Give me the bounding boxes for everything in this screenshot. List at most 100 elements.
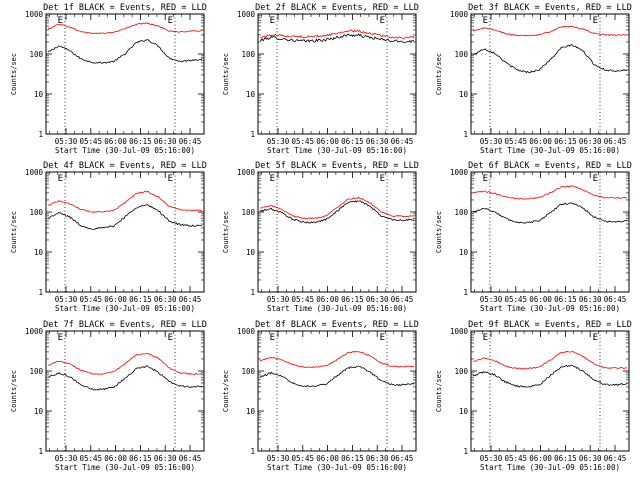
y-tick-label: 10 — [459, 407, 469, 416]
x-tick-label: 06:45 — [179, 295, 202, 304]
x-tick-label: 06:45 — [179, 137, 202, 146]
x-tick-label: 05:30 — [267, 295, 290, 304]
y-tick-label: 1000 — [237, 168, 256, 177]
x-tick-label: 06:15 — [129, 137, 152, 146]
panel-title: Det 1f BLACK = Events, RED = LLD — [43, 3, 207, 13]
y-tick-label: 1 — [463, 288, 468, 297]
y-tick-label: 10 — [246, 248, 256, 257]
events-series-line — [472, 43, 627, 74]
lld-series-line — [47, 190, 203, 213]
x-tick-label: 06:45 — [391, 137, 414, 146]
interval-marker-label: E — [593, 333, 598, 343]
x-tick-label: 06:00 — [529, 454, 552, 463]
plot-frame — [45, 13, 205, 135]
x-tick-label: 05:30 — [55, 137, 78, 146]
x-axis-title: Start Time (30-Jul-09 05:16:00) — [267, 146, 407, 155]
y-tick-label: 10 — [246, 90, 256, 99]
y-tick-label: 1 — [38, 447, 43, 456]
plot-frame — [470, 330, 630, 452]
events-series-line — [259, 200, 415, 224]
x-tick-label: 05:45 — [505, 454, 528, 463]
x-tick-label: 06:15 — [129, 295, 152, 304]
y-tick-label: 1 — [250, 130, 255, 139]
x-tick-label: 06:15 — [341, 295, 364, 304]
lld-series-line — [472, 25, 628, 37]
y-axis-title: Counts/sec — [10, 370, 18, 412]
x-tick-label: 06:30 — [579, 454, 602, 463]
y-tick-label: 1000 — [25, 327, 44, 336]
interval-marker-label: E — [380, 16, 385, 26]
lld-series-line — [472, 185, 628, 200]
x-tick-label: 05:30 — [480, 454, 503, 463]
x-tick-label: 06:00 — [104, 295, 127, 304]
interval-marker-label: E — [483, 16, 488, 26]
events-series-line — [259, 33, 415, 44]
plot-frame — [257, 13, 417, 135]
events-series-line — [47, 365, 203, 391]
interval-marker-label: E — [168, 174, 173, 184]
panel-title: Det 6f BLACK = Events, RED = LLD — [468, 161, 632, 171]
interval-marker-label: E — [593, 174, 598, 184]
interval-marker-label: E — [168, 16, 173, 26]
panel-title: Det 7f BLACK = Events, RED = LLD — [43, 320, 207, 330]
plot-frame — [470, 13, 630, 135]
x-tick-label: 06:15 — [341, 137, 364, 146]
x-axis-title: Start Time (30-Jul-09 05:16:00) — [480, 463, 620, 472]
y-tick-label: 1000 — [25, 168, 44, 177]
y-tick-label: 1 — [38, 288, 43, 297]
plot-frame — [257, 171, 417, 293]
x-tick-label: 05:45 — [80, 454, 103, 463]
detector-panel-7: Det 7f BLACK = Events, RED = LLD Counts/s… — [10, 320, 207, 472]
y-axis-title: Counts/sec — [10, 211, 18, 253]
x-tick-label: 05:30 — [267, 137, 290, 146]
x-tick-label: 06:15 — [554, 295, 577, 304]
x-tick-label: 06:30 — [366, 454, 389, 463]
y-axis-title: Counts/sec — [435, 53, 443, 95]
x-tick-label: 06:30 — [579, 137, 602, 146]
lld-series-line — [47, 22, 203, 34]
y-tick-label: 1000 — [450, 10, 469, 19]
x-tick-label: 06:15 — [341, 454, 364, 463]
y-axis-title: Counts/sec — [222, 370, 230, 412]
x-axis-title: Start Time (30-Jul-09 05:16:00) — [55, 304, 195, 313]
x-tick-label: 06:30 — [154, 137, 177, 146]
x-tick-label: 06:45 — [604, 295, 627, 304]
x-tick-label: 05:45 — [292, 454, 315, 463]
y-tick-label: 10 — [34, 90, 44, 99]
panel-title: Det 5f BLACK = Events, RED = LLD — [255, 161, 419, 171]
y-tick-label: 1000 — [450, 327, 469, 336]
y-tick-label: 100 — [454, 367, 468, 376]
events-series-line — [260, 365, 415, 388]
x-tick-label: 06:45 — [391, 295, 414, 304]
y-axis-title: Counts/sec — [222, 211, 230, 253]
y-tick-label: 1 — [38, 130, 43, 139]
events-series-line — [472, 202, 628, 224]
y-tick-label: 1000 — [237, 327, 256, 336]
x-tick-label: 05:30 — [55, 454, 78, 463]
x-tick-label: 06:30 — [154, 295, 177, 304]
plot-frame — [45, 171, 205, 293]
x-tick-label: 05:45 — [505, 295, 528, 304]
y-tick-label: 100 — [454, 208, 468, 217]
x-axis-title: Start Time (30-Jul-09 05:16:00) — [55, 463, 195, 472]
y-tick-label: 10 — [459, 248, 469, 257]
y-tick-label: 100 — [241, 208, 255, 217]
x-tick-label: 06:45 — [604, 454, 627, 463]
x-tick-label: 06:00 — [316, 137, 339, 146]
x-tick-label: 06:00 — [316, 295, 339, 304]
y-tick-label: 1000 — [25, 10, 44, 19]
panel-title: Det 8f BLACK = Events, RED = LLD — [255, 320, 419, 330]
interval-marker-label: E — [380, 333, 385, 343]
y-tick-label: 100 — [29, 208, 43, 217]
y-tick-label: 100 — [241, 367, 255, 376]
x-tick-label: 06:30 — [579, 295, 602, 304]
y-axis-title: Counts/sec — [222, 53, 230, 95]
interval-marker-label: E — [483, 333, 488, 343]
x-tick-label: 06:30 — [366, 137, 389, 146]
x-axis-title: Start Time (30-Jul-09 05:16:00) — [267, 463, 407, 472]
plot-frame — [470, 171, 630, 293]
panel-title: Det 9f BLACK = Events, RED = LLD — [468, 320, 632, 330]
interval-marker-label: E — [58, 16, 63, 26]
y-tick-label: 1 — [250, 288, 255, 297]
